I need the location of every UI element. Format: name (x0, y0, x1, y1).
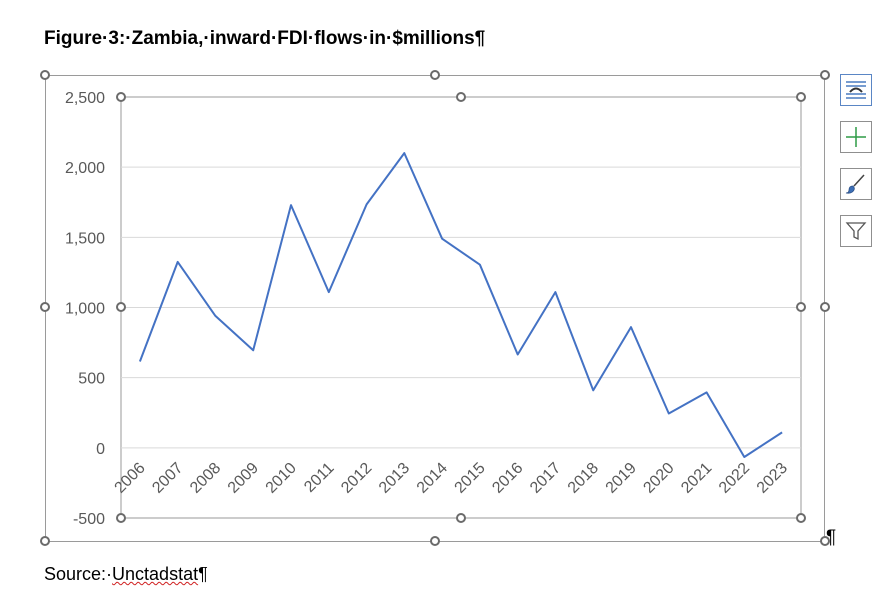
plot-handle-middle-left[interactable] (116, 302, 126, 312)
source-prefix: Source:· (44, 564, 113, 584)
resize-handle-bottom-center[interactable] (430, 536, 440, 546)
layout-options-icon (846, 81, 866, 99)
funnel-icon (845, 222, 867, 241)
resize-handle-bottom-right[interactable] (820, 536, 830, 546)
paintbrush-icon (845, 174, 865, 194)
figure-caption: Figure·3:·Zambia,·inward·FDI·flows·in·$m… (44, 28, 486, 49)
resize-handle-top-right[interactable] (820, 70, 830, 80)
source-name: Unctadstat (112, 564, 199, 584)
chart-styles-button[interactable] (840, 168, 872, 200)
source-paragraph-mark: ¶ (198, 564, 208, 584)
resize-handle-bottom-left[interactable] (40, 536, 50, 546)
chart-elements-button[interactable] (840, 121, 872, 153)
plot-handle-top-center[interactable] (456, 92, 466, 102)
source-note: Source:·Unctadstat¶ (44, 564, 208, 585)
resize-handle-top-center[interactable] (430, 70, 440, 80)
plot-handle-middle-right[interactable] (796, 302, 806, 312)
plot-handle-bottom-right[interactable] (796, 513, 806, 523)
resize-handle-middle-right[interactable] (820, 302, 830, 312)
plot-handle-bottom-center[interactable] (456, 513, 466, 523)
chart-object[interactable] (45, 75, 825, 542)
plot-handle-top-left[interactable] (116, 92, 126, 102)
resize-handle-middle-left[interactable] (40, 302, 50, 312)
chart-filters-button[interactable] (840, 215, 872, 247)
plot-handle-bottom-left[interactable] (116, 513, 126, 523)
paragraph-mark: ¶ (826, 527, 837, 548)
layout-options-button[interactable] (840, 74, 872, 106)
plus-icon (846, 127, 866, 147)
resize-handle-top-left[interactable] (40, 70, 50, 80)
plot-handle-top-right[interactable] (796, 92, 806, 102)
